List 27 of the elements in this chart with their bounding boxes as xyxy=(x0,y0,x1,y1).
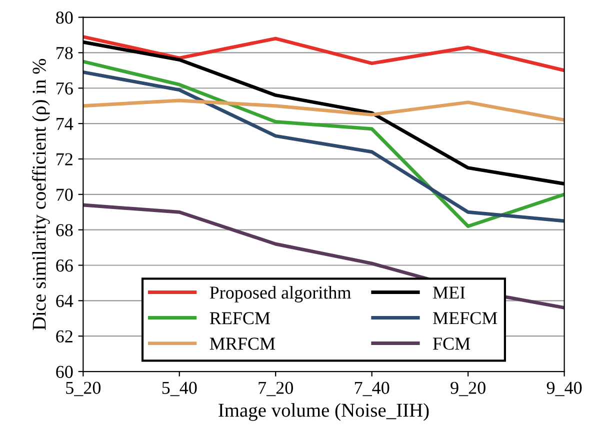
y-axis-title: Dice similarity coefficient (ρ) in % xyxy=(32,58,50,330)
y-tick-label: 64 xyxy=(56,294,74,308)
y-tick-label: 78 xyxy=(56,46,73,60)
y-tick-label: 76 xyxy=(56,82,73,95)
y-tick-label: 62 xyxy=(56,330,72,343)
y-tick-label: 72 xyxy=(56,153,72,166)
x-tick-label: 9_20 xyxy=(450,382,486,396)
x-tick-label: 5_20 xyxy=(66,382,101,396)
legend-label: Proposed algorithm xyxy=(210,286,351,302)
y-tick-label: 68 xyxy=(56,224,73,236)
x-tick-label: 7_20 xyxy=(258,382,293,396)
legend-label: REFCM xyxy=(210,312,270,324)
y-tick-label: 80 xyxy=(56,12,73,24)
legend-label: FCM xyxy=(433,338,470,350)
y-tick-label: 74 xyxy=(56,118,74,130)
y-tick-label: 66 xyxy=(56,260,73,272)
x-axis-title: Image volume (Noise_IIH) xyxy=(218,403,429,421)
x-tick-label: 7_40 xyxy=(354,382,390,396)
legend-label: MEFCM xyxy=(433,312,498,324)
x-tick-label: 9_40 xyxy=(546,382,582,396)
y-tick-label: 70 xyxy=(56,188,73,201)
line-series xyxy=(83,35,564,72)
y-tick-label: 60 xyxy=(56,366,73,378)
line-series xyxy=(83,98,564,122)
x-tick-label: 5_40 xyxy=(162,382,197,396)
legend-label: MRFCM xyxy=(210,338,276,350)
legend-label: MEI xyxy=(433,286,465,299)
